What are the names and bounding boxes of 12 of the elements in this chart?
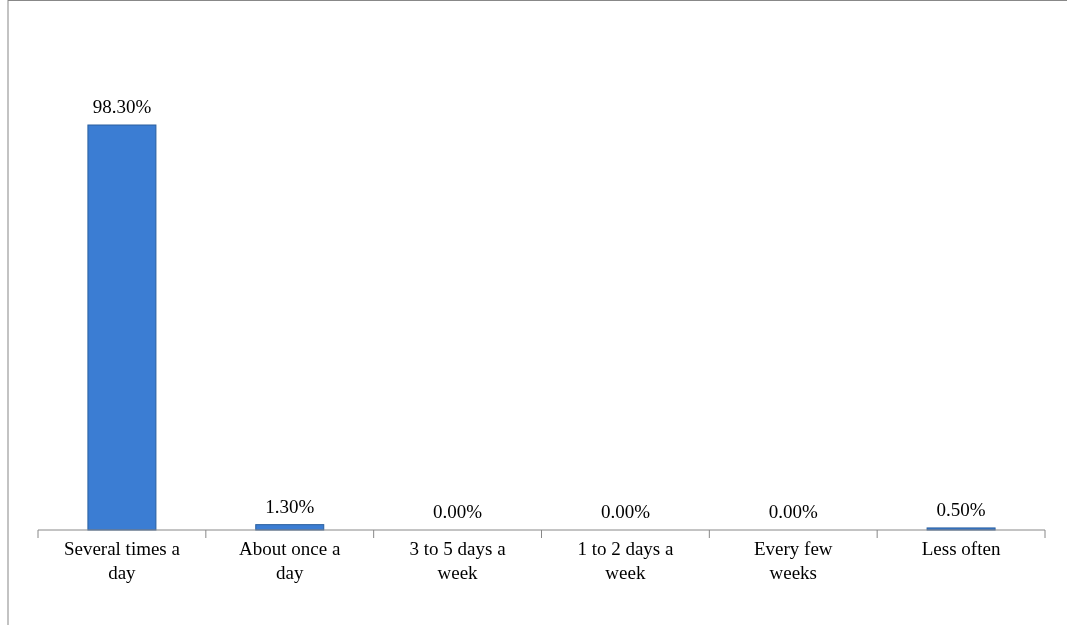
data-label: 0.00% [600,501,651,522]
data-label: 0.50% [936,498,986,520]
x-tick-label: Every few weeks [753,538,833,583]
x-tick-label: Several times a day [63,538,181,583]
x-tick-label: About once a day [239,538,341,583]
data-label: 0.00% [433,501,483,522]
data-label: 0.00% [768,501,818,522]
x-tick-label: Less often [921,538,1001,559]
data-label: 1.30% [265,495,315,517]
data-label: 98.30% [92,96,152,117]
x-tick-label: 1 to 2 days a week [577,538,674,583]
x-tick-label: 3 to 5 days a week [409,538,507,583]
